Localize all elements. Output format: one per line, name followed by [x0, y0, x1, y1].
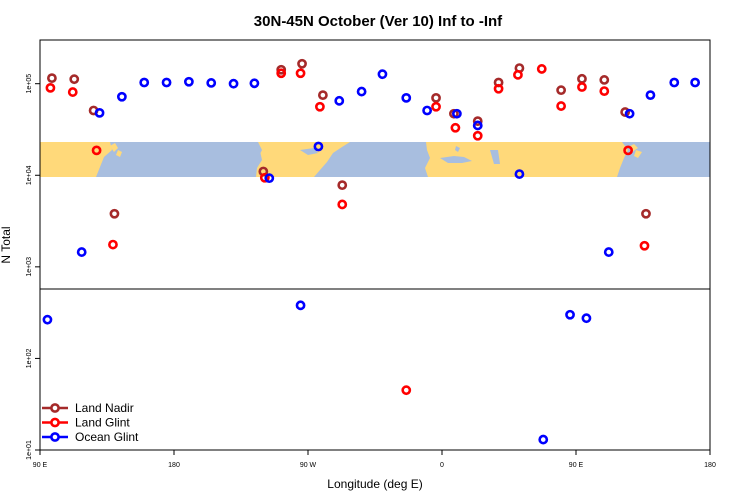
- data-point: [297, 58, 307, 69]
- data-point: [536, 64, 547, 74]
- world-map-strip: [40, 142, 710, 177]
- data-point: [337, 199, 348, 210]
- data-point: [276, 68, 287, 79]
- data-point: [161, 77, 172, 88]
- data-point: [108, 239, 118, 250]
- legend-label: Ocean Glint: [75, 430, 139, 444]
- data-point: [624, 108, 635, 119]
- data-point: [315, 101, 325, 112]
- data-point: [450, 122, 461, 133]
- data-point: [472, 116, 483, 127]
- legend-label: Land Nadir: [75, 401, 134, 415]
- data-point: [47, 73, 57, 84]
- x-tick-label: 90 E: [569, 462, 584, 469]
- data-point: [69, 74, 80, 85]
- data-point: [641, 208, 651, 219]
- data-point: [249, 78, 260, 89]
- data-point: [431, 101, 441, 112]
- data-point: [422, 105, 433, 116]
- x-tick-label: 180: [704, 462, 716, 469]
- data-point: [451, 108, 462, 119]
- data-point: [603, 247, 614, 257]
- data-point: [317, 90, 328, 101]
- plot-frame: [39, 39, 711, 451]
- data-point: [109, 208, 120, 219]
- y-axis-label: N Total: [0, 226, 13, 263]
- data-point: [295, 68, 306, 79]
- data-point: [139, 77, 150, 88]
- series-ocean-glint: [42, 69, 701, 445]
- y-tick-label: 1e+03: [26, 257, 33, 277]
- data-point: [623, 145, 634, 156]
- y-tick-label: 1e+05: [26, 74, 33, 94]
- data-point: [259, 172, 270, 183]
- data-point: [45, 82, 56, 93]
- data-point: [472, 120, 483, 131]
- data-point: [116, 91, 127, 102]
- legend-label: Land Glint: [75, 416, 130, 430]
- legend-marker: [50, 417, 60, 428]
- data-point: [264, 173, 275, 184]
- x-tick-label: 90 W: [300, 462, 317, 469]
- data-point: [513, 69, 523, 80]
- data-point: [431, 92, 441, 103]
- data-point: [556, 101, 567, 111]
- data-point: [493, 83, 504, 94]
- data-point: [577, 82, 587, 92]
- legend-marker: [50, 403, 60, 413]
- data-point: [538, 434, 549, 445]
- data-point: [228, 78, 239, 89]
- data-point: [599, 86, 610, 97]
- data-point: [690, 77, 701, 88]
- data-point: [581, 313, 592, 324]
- data-point: [599, 75, 610, 85]
- x-axis-label: Longitude (deg E): [327, 477, 422, 491]
- y-tick-label: 1e+04: [26, 165, 33, 185]
- data-point: [276, 64, 287, 75]
- y-tick-label: 1e+01: [26, 440, 33, 460]
- series-land-glint: [45, 64, 650, 396]
- data-point: [183, 76, 194, 87]
- legend-marker: [50, 432, 60, 442]
- y-tick-label: 1e+02: [26, 348, 33, 368]
- data-point: [472, 130, 483, 141]
- data-point: [94, 107, 105, 118]
- data-point: [645, 90, 656, 101]
- data-point: [514, 169, 525, 179]
- data-point: [337, 180, 348, 191]
- series-land-nadir: [47, 58, 651, 219]
- data-point: [76, 247, 87, 257]
- data-point: [556, 85, 567, 96]
- x-tick-label: 0: [440, 462, 444, 469]
- data-point: [577, 73, 587, 84]
- data-point: [91, 145, 102, 156]
- data-point: [639, 240, 650, 251]
- data-point: [313, 141, 324, 152]
- data-point: [669, 77, 680, 88]
- data-point: [356, 86, 367, 97]
- data-point: [295, 300, 306, 311]
- chart-title: 30N-45N October (Ver 10) Inf to -Inf: [254, 13, 503, 30]
- data-point: [42, 314, 53, 325]
- data-point: [67, 87, 78, 97]
- data-point: [565, 309, 575, 320]
- data-point: [334, 95, 345, 106]
- data-point: [401, 385, 412, 396]
- data-point: [377, 69, 388, 80]
- data-point: [401, 92, 412, 103]
- x-tick-label: 180: [168, 462, 180, 469]
- x-tick-label: 90 E: [33, 462, 48, 469]
- data-point: [206, 78, 217, 88]
